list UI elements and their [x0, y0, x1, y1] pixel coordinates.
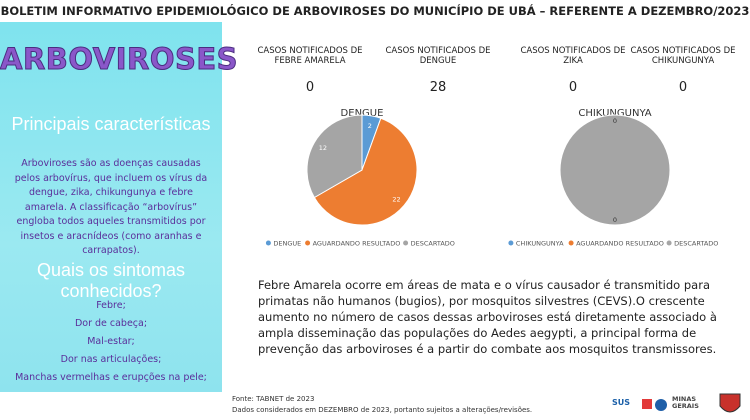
- legend-swatch: [305, 240, 311, 246]
- legend-label: AGUARDANDO RESULTADO: [576, 240, 664, 248]
- data-label: 0: [613, 117, 617, 125]
- legend-label: DESCARTADO: [411, 240, 455, 248]
- symptom: Febre;: [96, 300, 126, 311]
- stat-label: CASOS NOTIFICADOS DE FEBRE AMARELA: [257, 46, 363, 66]
- chart-title: CHIKUNGUNYA: [578, 108, 651, 119]
- crest: [719, 393, 741, 413]
- logo-cross: [642, 399, 652, 409]
- data-label: 12: [319, 144, 327, 152]
- sidebar-description: Arboviroses são as doenças causadas pelo…: [14, 158, 208, 256]
- pie-slice: [306, 114, 363, 199]
- legend-label: CHIKUNGUNYA: [516, 240, 564, 248]
- sidebar-heading: ARBOVIROSES: [0, 42, 239, 77]
- legend-swatch: [403, 240, 409, 246]
- symptom: Manchas vermelhas e erupções na pele;: [15, 372, 207, 383]
- city-crest: [719, 393, 741, 413]
- legend-label: DESCARTADO: [674, 240, 718, 248]
- stat-label: CASOS NOTIFICADOS DE CHIKUNGUNYA: [630, 46, 736, 66]
- symptom: Mal-estar;: [87, 336, 135, 347]
- logo-mg: MINAS GERAIS: [672, 395, 699, 410]
- source: Fonte: TABNET de 2023: [232, 395, 315, 403]
- data-label: 22: [392, 195, 400, 203]
- logo-icons: [642, 399, 667, 411]
- legend-swatch: [568, 240, 574, 246]
- legend-label: AGUARDANDO RESULTADO: [313, 240, 401, 248]
- sidebar-subheading: Principais características: [11, 114, 211, 134]
- stat-label: CASOS NOTIFICADOS DE DENGUE: [385, 46, 491, 66]
- symptom: Dor de cabeça;: [74, 318, 148, 329]
- sidebar-question: Quais os sintomas conhecidos?: [36, 260, 186, 301]
- logo-circle: [655, 399, 667, 411]
- logo-sus: SUS: [612, 398, 631, 407]
- legend-swatch: [666, 240, 672, 246]
- note: Dados considerados em DEZEMBRO de 2023, …: [232, 406, 533, 414]
- data-label: 0: [613, 216, 617, 224]
- pie-slice: [313, 117, 418, 226]
- sidebar: ARBOVIROSES Principais características A…: [0, 22, 239, 392]
- page-title: BOLETIM INFORMATIVO EPIDEMIOLÓGICO DE AR…: [0, 4, 750, 18]
- empty-pie: [559, 114, 671, 226]
- stat-label: CASOS NOTIFICADOS DE ZIKA: [520, 46, 626, 66]
- stat-value: 0: [568, 80, 578, 95]
- legend-swatch: [508, 240, 514, 246]
- data-label: 2: [368, 122, 372, 130]
- stat-value: 28: [429, 80, 447, 95]
- body-text: Febre Amarela ocorre em áreas de mata e …: [258, 278, 717, 356]
- legend-swatch: [265, 240, 271, 246]
- stat-value: 0: [305, 80, 315, 95]
- chart-title: DENGUE: [341, 108, 384, 119]
- legend-label: DENGUE: [273, 240, 301, 248]
- symptom: Dor nas articulações;: [60, 354, 162, 365]
- stat-value: 0: [678, 80, 688, 95]
